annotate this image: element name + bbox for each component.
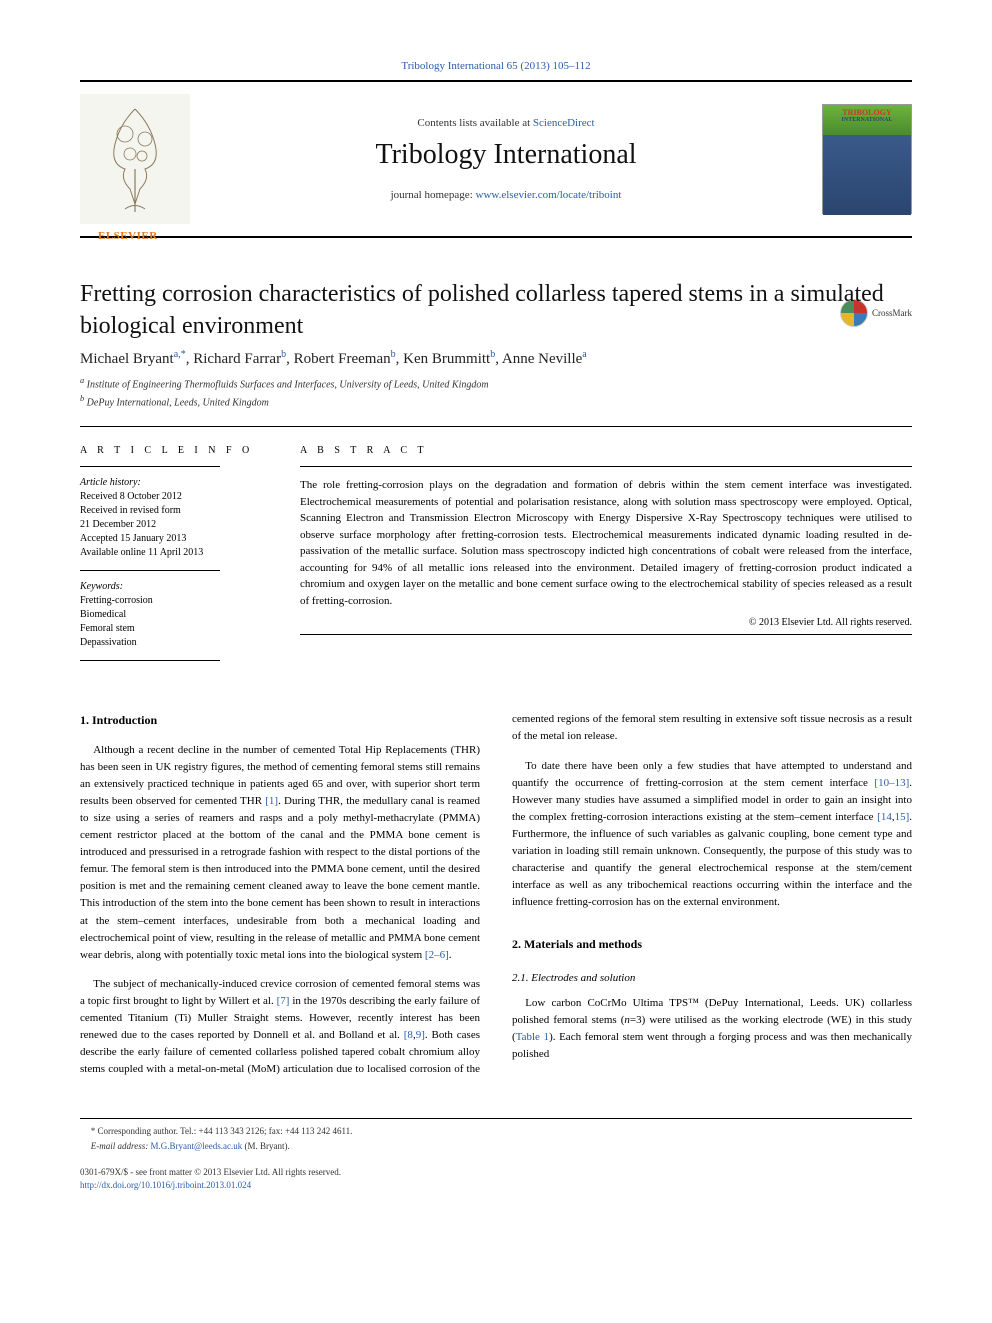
abstract-copyright: © 2013 Elsevier Ltd. All rights reserved… [300,617,912,628]
journal-banner: ELSEVIER Contents lists available at Sci… [80,80,912,238]
journal-homepage: journal homepage: www.elsevier.com/locat… [210,189,802,201]
doi-line: http://dx.doi.org/10.1016/j.triboint.201… [80,1179,479,1192]
ref-link[interactable]: [14 [877,811,892,823]
authors: Michael Bryanta,*, Richard Farrarb, Robe… [80,349,912,368]
affiliation-b: b DePuy International, Leeds, United Kin… [80,394,912,408]
abstract-text: The role fretting-corrosion plays on the… [300,477,912,609]
elsevier-label: ELSEVIER [98,230,158,242]
keyword: Depassivation [80,636,260,650]
subsection-21-title: 2.1. Electrodes and solution [512,970,912,987]
affil-sup[interactable]: a [582,349,586,360]
corresponding-note: * Corresponding author. Tel.: +44 113 34… [80,1125,479,1138]
keywords-label: Keywords: [80,581,260,592]
ref-link[interactable]: 9] [416,1029,425,1041]
body-para: To date there have been only a few studi… [512,758,912,911]
journal-ref: Tribology International 65 (2013) 105–11… [80,60,912,72]
ref-link[interactable]: [2–6] [425,949,449,961]
body-columns: 1. Introduction Although a recent declin… [80,711,912,1077]
ref-link[interactable]: [1] [265,795,278,807]
article-info: A R T I C L E I N F O Article history: R… [80,445,260,671]
journal-ref-link[interactable]: Tribology International 65 (2013) 105–11… [401,60,590,72]
body-para: Although a recent decline in the number … [80,742,480,964]
affiliation-a: a Institute of Engineering Thermofluids … [80,376,912,390]
article-info-heading: A R T I C L E I N F O [80,445,260,456]
journal-homepage-link[interactable]: www.elsevier.com/locate/triboint [476,189,622,201]
history-label: Article history: [80,477,260,488]
article-title: Fretting corrosion characteristics of po… [80,278,912,343]
ref-link[interactable]: [7] [277,995,290,1007]
abstract-heading: A B S T R A C T [300,445,912,456]
journal-name: Tribology International [210,139,802,171]
keyword: Fretting-corrosion [80,594,260,608]
email-line: E-mail address: M.G.Bryant@leeds.ac.uk (… [80,1140,479,1153]
issn-line: 0301-679X/$ - see front matter © 2013 El… [80,1166,479,1179]
ref-link[interactable]: 15] [895,811,910,823]
section-1-title: 1. Introduction [80,711,480,730]
journal-cover-thumb: TRIBOLOGY INTERNATIONAL [822,104,912,214]
contents-available: Contents lists available at ScienceDirec… [210,117,802,129]
doi-link[interactable]: http://dx.doi.org/10.1016/j.triboint.201… [80,1180,251,1190]
email-link[interactable]: M.G.Bryant@leeds.ac.uk [150,1141,242,1151]
affil-sup[interactable]: a,* [174,349,186,360]
page-footer: * Corresponding author. Tel.: +44 113 34… [80,1118,912,1191]
rule [80,426,912,427]
abstract: A B S T R A C T The role fretting-corros… [300,445,912,671]
body-para: Low carbon CoCrMo Ultima TPS™ (DePuy Int… [512,995,912,1063]
ref-link[interactable]: [10–13] [874,777,909,789]
section-2-title: 2. Materials and methods [512,935,912,954]
table-link[interactable]: Table 1 [516,1031,549,1043]
elsevier-tree-logo: ELSEVIER [80,94,190,224]
ref-link[interactable]: [8 [404,1029,413,1041]
keyword: Femoral stem [80,622,260,636]
keyword: Biomedical [80,608,260,622]
sciencedirect-link[interactable]: ScienceDirect [533,117,595,129]
